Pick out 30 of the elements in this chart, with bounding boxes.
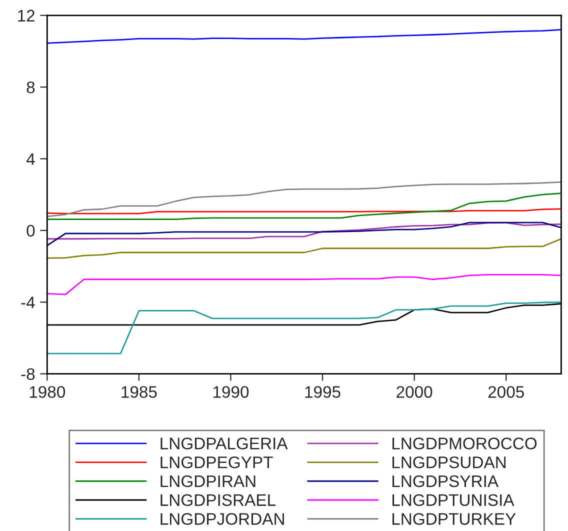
legend-label: LNGDPTUNISIA — [392, 494, 514, 506]
line-series — [47, 274, 562, 296]
x-tick-label: 2005 — [488, 386, 524, 398]
legend-label: LNGDPSUDAN — [392, 456, 506, 468]
y-tick-label: 12 — [18, 10, 35, 22]
legend-label: LNGDPISRAEL — [160, 494, 276, 506]
line-series — [47, 238, 562, 259]
y-tick-label: 4 — [26, 153, 35, 165]
legend-label: LNGDPALGERIA — [160, 438, 288, 450]
x-tick-label: 1990 — [213, 386, 249, 398]
x-tick-label: 1980 — [30, 386, 66, 398]
legend-label: LNGDPIRAN — [160, 475, 256, 488]
legend-label: LNGDPMOROCCO — [392, 438, 537, 450]
line-series — [47, 301, 562, 354]
legend-label: LNGDPTURKEY — [392, 513, 516, 525]
y-tick-label: 8 — [26, 81, 35, 94]
y-tick-label: -4 — [21, 296, 35, 308]
x-tick-label: 2000 — [396, 386, 432, 398]
line-series — [47, 222, 562, 240]
legend-label: LNGDPSYRIA — [392, 475, 499, 488]
line-series — [47, 192, 562, 220]
legend-label: LNGDPJORDAN — [160, 513, 284, 525]
y-tick-label: 0 — [26, 224, 35, 237]
line-series — [47, 181, 562, 218]
y-tick-label: -8 — [21, 368, 35, 380]
x-tick-label: 1985 — [122, 386, 157, 398]
legend-label: LNGDPEGYPT — [160, 456, 273, 468]
x-tick-label: 1995 — [305, 386, 340, 398]
line-series — [47, 222, 562, 246]
line-series — [47, 29, 562, 44]
